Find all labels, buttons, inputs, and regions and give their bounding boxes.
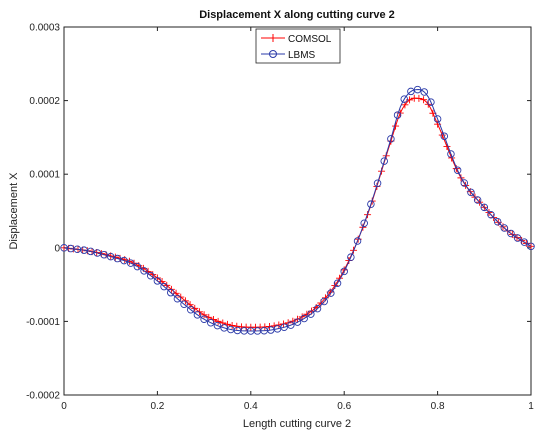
point-lbms [487, 211, 495, 219]
point-comsol [219, 319, 227, 327]
point-lbms [106, 252, 115, 261]
point-lbms [527, 242, 535, 251]
point-lbms [400, 95, 408, 103]
point-lbms [413, 85, 422, 94]
x-tick-label: 0.4 [244, 401, 258, 412]
point-lbms [360, 219, 368, 228]
point-lbms [500, 224, 509, 232]
y-tick-label: 0 [54, 243, 60, 254]
point-lbms [140, 267, 148, 275]
legend-label-comsol: COMSOL [288, 34, 332, 45]
legend-box [255, 28, 341, 64]
point-lbms [173, 294, 182, 303]
legend-marker-comsol [269, 34, 277, 42]
point-lbms [300, 314, 308, 323]
point-lbms [480, 203, 489, 212]
point-lbms [180, 300, 188, 309]
x-tick-label: 0.2 [150, 401, 164, 412]
y-tick-label: 0.0001 [29, 170, 60, 181]
y-tick-label: 0.0002 [29, 96, 60, 107]
point-lbms [160, 282, 168, 291]
point-lbms [340, 267, 348, 276]
point-comsol [233, 322, 241, 330]
point-lbms [513, 234, 522, 242]
point-comsol [420, 96, 428, 104]
point-lbms [380, 157, 388, 165]
point-lbms [440, 132, 449, 140]
x-tick-label: 1 [528, 401, 534, 412]
point-lbms [153, 277, 162, 285]
x-tick-label: 0.6 [337, 401, 351, 412]
point-lbms [367, 200, 375, 208]
point-comsol [163, 281, 171, 289]
legend: COMSOL LBMS [255, 28, 341, 64]
point-lbms [133, 262, 142, 271]
point-lbms [453, 166, 462, 175]
point-lbms [460, 179, 469, 187]
y-tick-label: -0.0002 [26, 391, 60, 402]
point-lbms [447, 150, 455, 158]
point-comsol [191, 304, 199, 312]
point-lbms [113, 254, 122, 263]
point-comsol [415, 94, 423, 102]
point-lbms [347, 253, 355, 261]
point-lbms [493, 217, 502, 226]
point-lbms [353, 237, 362, 245]
series-lbms [60, 85, 535, 335]
point-comsol [289, 317, 297, 325]
y-tick-label: 0.0003 [29, 23, 60, 34]
chart-title: Displacement X along cutting curve 2 [199, 9, 395, 21]
point-lbms [433, 115, 442, 123]
series-layer [60, 85, 535, 335]
point-lbms [473, 196, 482, 204]
point-comsol [438, 131, 446, 139]
point-lbms [327, 289, 335, 297]
x-axis-label: Length cutting curve 2 [243, 418, 351, 430]
point-lbms [313, 304, 322, 313]
point-lbms [507, 229, 515, 238]
x-tick-label: 0 [61, 401, 67, 412]
legend-label-lbms: LBMS [288, 50, 316, 61]
plot-area [63, 26, 532, 396]
point-lbms [393, 111, 402, 119]
x-tick-label: 0.8 [431, 401, 445, 412]
point-comsol [228, 321, 236, 329]
point-lbms [93, 249, 102, 257]
point-lbms [467, 188, 475, 197]
point-comsol [200, 311, 208, 319]
point-lbms [193, 311, 202, 319]
point-lbms [333, 279, 342, 287]
point-lbms [420, 88, 429, 96]
point-lbms [280, 323, 288, 332]
point-lbms [220, 324, 228, 332]
point-lbms [213, 321, 222, 330]
point-lbms [287, 321, 295, 329]
point-lbms [307, 310, 315, 318]
point-lbms [126, 259, 135, 267]
point-comsol [275, 321, 283, 329]
point-lbms [100, 250, 108, 259]
point-lbms [146, 271, 155, 280]
point-lbms [373, 179, 382, 187]
point-lbms [387, 135, 395, 143]
point-lbms [407, 87, 415, 96]
point-lbms [120, 256, 128, 265]
point-lbms [520, 238, 529, 246]
y-axis-label: Displacement X [8, 172, 20, 250]
point-comsol [214, 317, 222, 325]
axis-ticks: 0 0.2 0.4 0.6 0.8 1 -0.0002 -0.0001 0 0.0001 0.000… [26, 23, 534, 413]
point-lbms [320, 297, 328, 306]
point-lbms [200, 315, 208, 323]
series-line-lbms [63, 89, 532, 332]
legend-marker-lbms [269, 50, 277, 58]
point-lbms [187, 305, 195, 314]
point-lbms [166, 288, 175, 297]
point-lbms [427, 98, 435, 106]
point-lbms [293, 318, 302, 326]
y-tick-label: -0.0001 [26, 317, 60, 328]
point-lbms [207, 318, 215, 327]
